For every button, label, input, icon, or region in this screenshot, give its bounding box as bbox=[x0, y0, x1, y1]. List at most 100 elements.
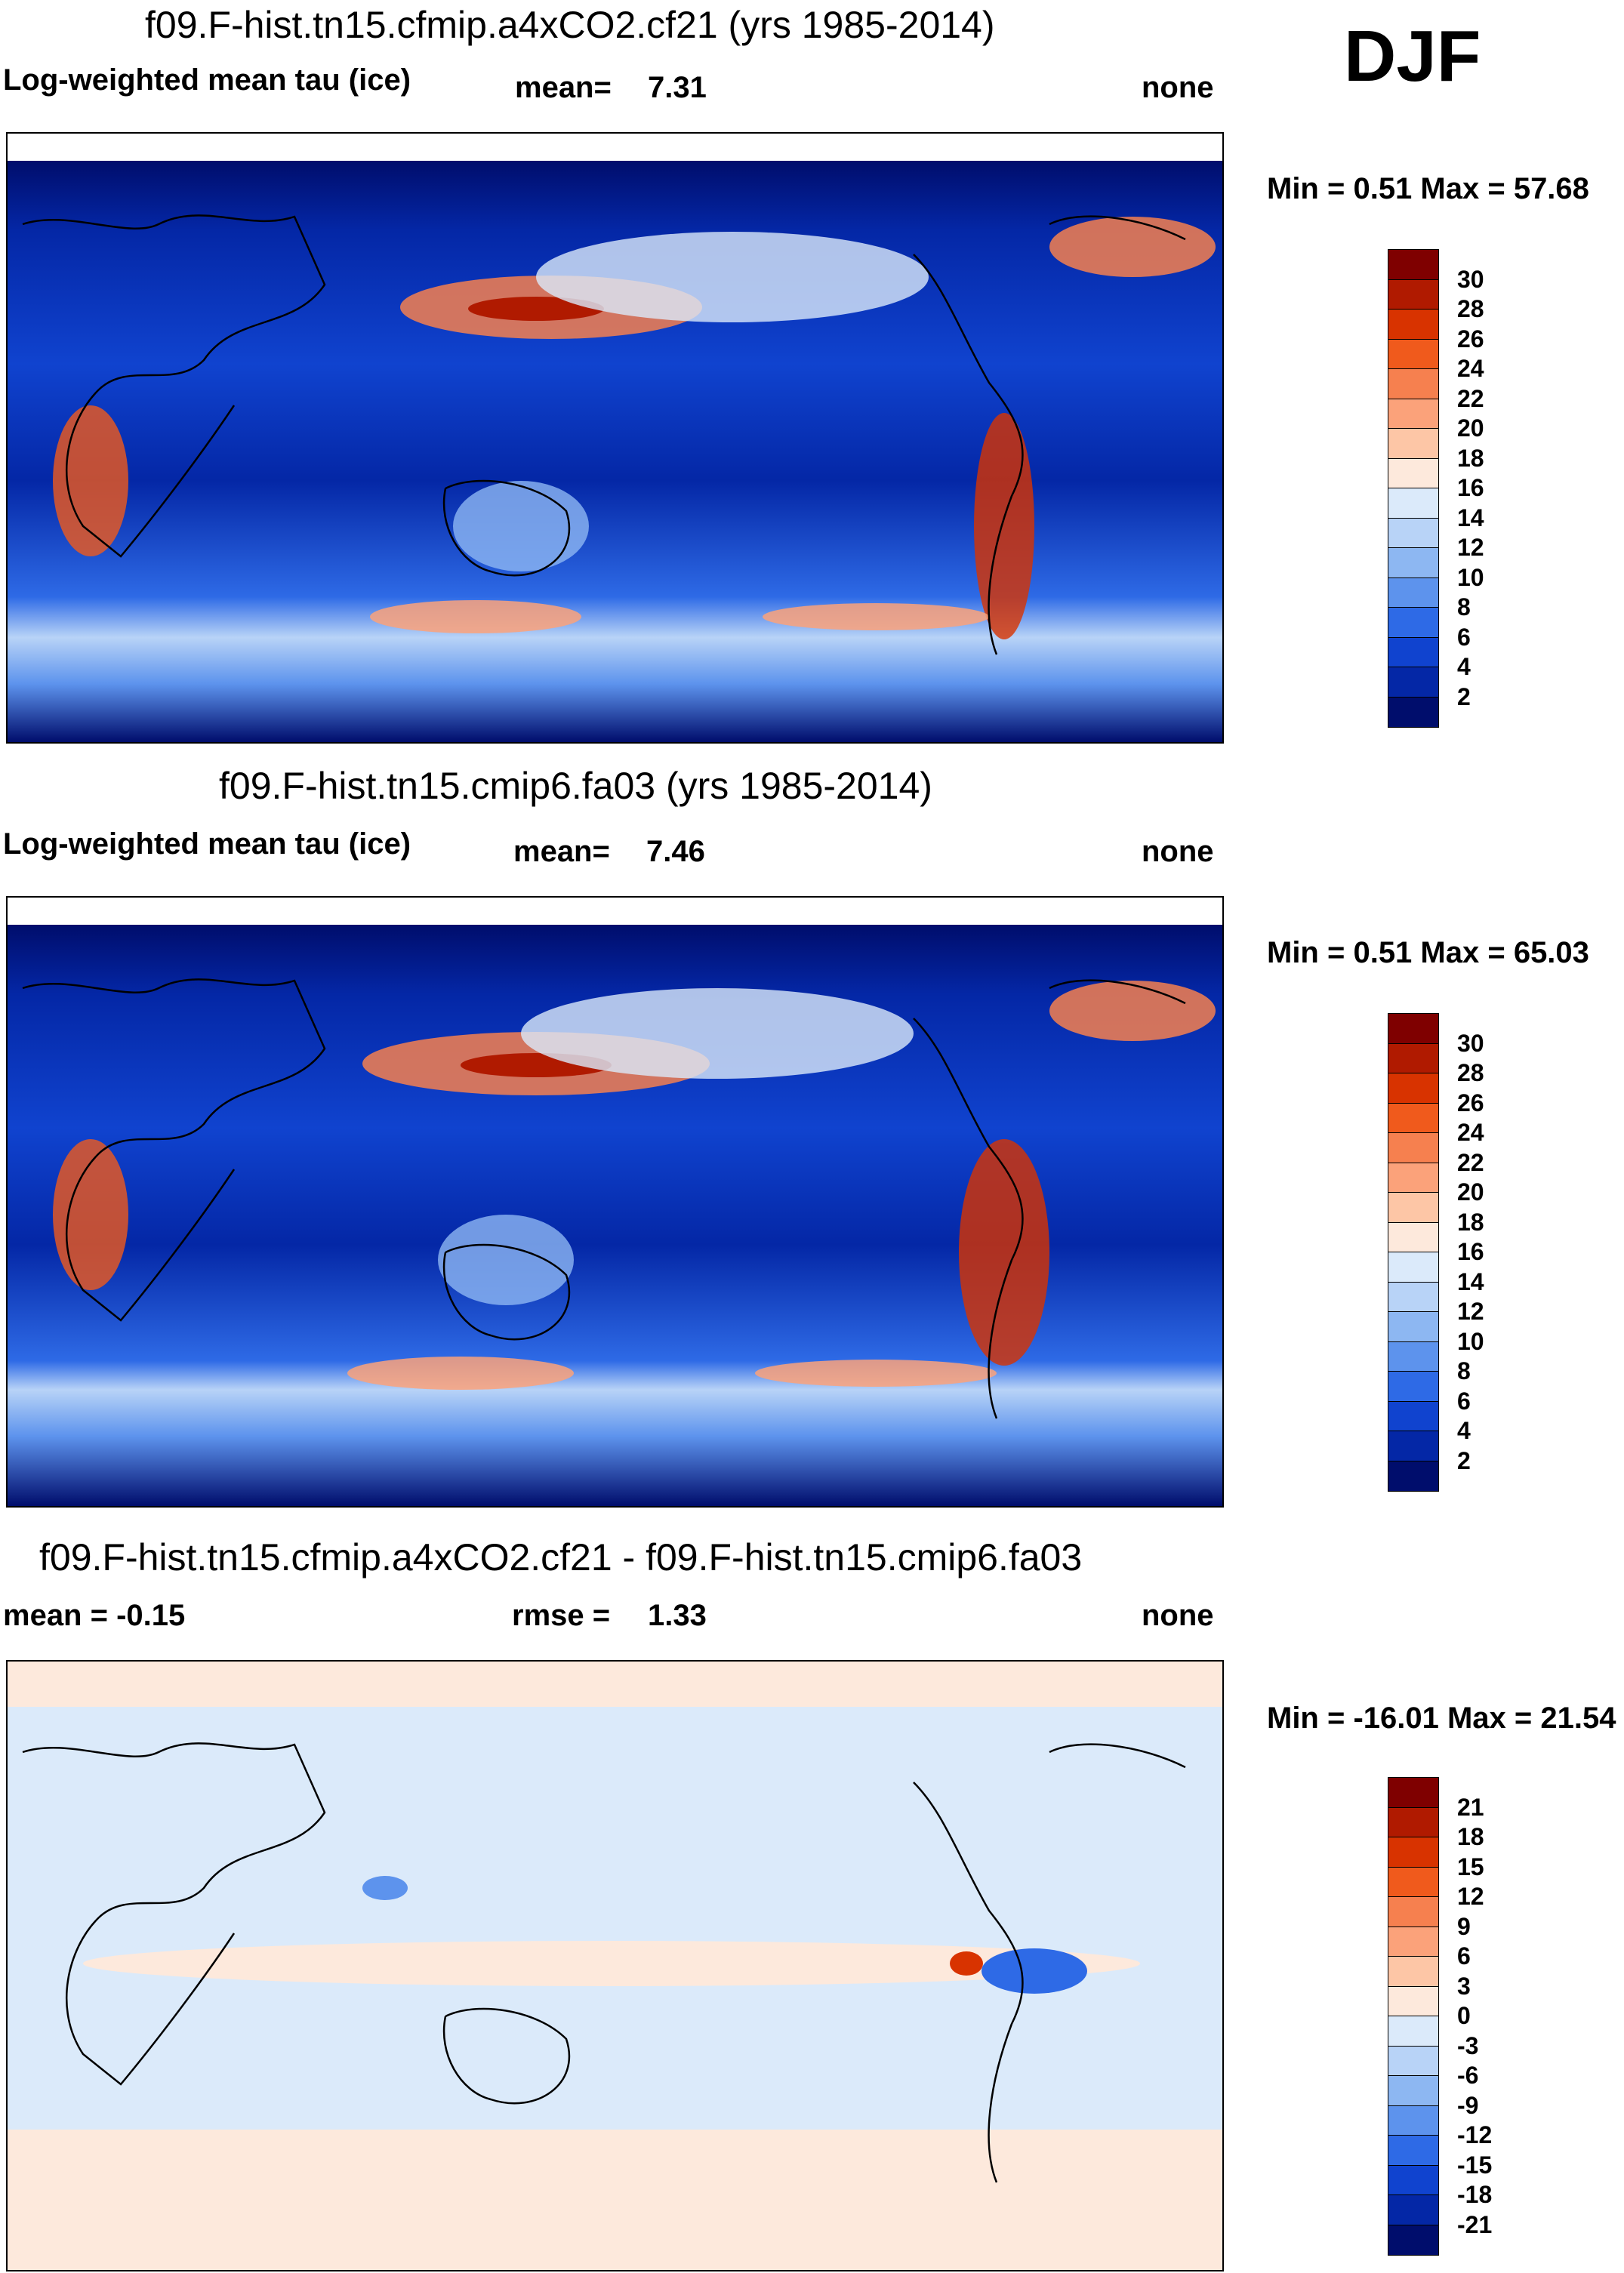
panel-3-colorbar-tick-label: 3 bbox=[1457, 1972, 1471, 2000]
panel-3-coastlines bbox=[22, 1742, 1186, 2183]
panel-1-colorbar-tick-label: 6 bbox=[1457, 623, 1471, 651]
season-label: DJF bbox=[1344, 16, 1481, 97]
panel-3-colorbar-cell bbox=[1388, 2075, 1439, 2106]
panel-1-colorbar-cell bbox=[1388, 428, 1439, 459]
panel-2-colorbar-tick-label: 26 bbox=[1457, 1089, 1484, 1116]
panel-2-map bbox=[6, 896, 1224, 1508]
panel-3-colorbar-tick-label: -3 bbox=[1457, 2031, 1479, 2059]
panel-1-colorbar-cell bbox=[1388, 398, 1439, 429]
panel-3-amazon-negative bbox=[981, 1948, 1087, 1994]
panel-2-title: f09.F-hist.tn15.cmip6.fa03 (yrs 1985-201… bbox=[219, 765, 932, 807]
panel-3-colorbar-tick-label: 9 bbox=[1457, 1912, 1471, 1940]
panel-2-coastlines bbox=[22, 978, 1186, 1419]
panel-2-colorbar-tick-label: 2 bbox=[1457, 1446, 1471, 1474]
panel-1-colorbar-cell bbox=[1388, 607, 1439, 638]
panel-1-colorbar-cell bbox=[1388, 309, 1439, 340]
panel-1-colorbar-tick-label: 18 bbox=[1457, 444, 1484, 472]
panel-1-colorbar-cell bbox=[1388, 279, 1439, 310]
panel-3-colorbar-tick-label: 12 bbox=[1457, 1883, 1484, 1910]
panel-3-colorbar-tick-label: -18 bbox=[1457, 2181, 1493, 2208]
panel-2-southern-ocean-band-2 bbox=[755, 1360, 997, 1387]
panel-2-colorbar-tick-label: 24 bbox=[1457, 1119, 1484, 1146]
panel-1-colorbar-tick-label: 12 bbox=[1457, 534, 1484, 561]
panel-1-colorbar-cell bbox=[1388, 547, 1439, 578]
panel-2-colorbar-tick-label: 22 bbox=[1457, 1148, 1484, 1176]
panel-1-map bbox=[6, 132, 1224, 744]
panel-3-map bbox=[6, 1660, 1224, 2271]
panel-2-colorbar-cell bbox=[1388, 1460, 1439, 1492]
panel-2-colorbar-cell bbox=[1388, 1013, 1439, 1044]
panel-1-australia bbox=[453, 481, 589, 571]
panel-2-colorbar-tick-label: 12 bbox=[1457, 1298, 1484, 1325]
panel-2-colorbar-cell bbox=[1388, 1431, 1439, 1461]
panel-3-northern-positive-band bbox=[8, 1662, 1222, 1707]
panel-3-colorbar-cell bbox=[1388, 1896, 1439, 1927]
panel-2-colorbar-cell bbox=[1388, 1252, 1439, 1283]
panel-3-minmax: Min = -16.01 Max = 21.54 bbox=[1267, 1702, 1616, 1735]
panel-3-colorbar-cell bbox=[1388, 2224, 1439, 2256]
panel-3-colorbar-tick-label: -9 bbox=[1457, 2091, 1479, 2119]
panel-1-colorbar-cell bbox=[1388, 249, 1439, 280]
panel-1-colorbar-cell bbox=[1388, 457, 1439, 488]
panel-3-units-label: none bbox=[1142, 1599, 1214, 1632]
panel-2-colorbar-tick-label: 10 bbox=[1457, 1327, 1484, 1355]
panel-3-colorbar-tick-label: -12 bbox=[1457, 2121, 1493, 2148]
panel-2-colorbar-cell bbox=[1388, 1192, 1439, 1223]
panel-1-colorbar-tick-label: 26 bbox=[1457, 325, 1484, 353]
panel-3-colorbar-cell bbox=[1388, 2135, 1439, 2166]
panel-1-nw-pacific-core bbox=[468, 297, 604, 321]
panel-3-colorbar-tick-label: -6 bbox=[1457, 2062, 1479, 2089]
panel-1-colorbar-cell bbox=[1388, 338, 1439, 369]
panel-3-colorbar-cell bbox=[1388, 1866, 1439, 1897]
panel-1-colorbar-cell bbox=[1388, 517, 1439, 548]
panel-2-colorbar-cell bbox=[1388, 1341, 1439, 1372]
panel-2-colorbar-cell bbox=[1388, 1371, 1439, 1402]
panel-2-colorbar-cell bbox=[1388, 1311, 1439, 1342]
panel-3-colorbar-cell bbox=[1388, 2164, 1439, 2195]
panel-2-colorbar-cell bbox=[1388, 1043, 1439, 1073]
panel-1-colorbar-tick-label: 28 bbox=[1457, 295, 1484, 322]
panel-2-colorbar-cell bbox=[1388, 1102, 1439, 1133]
panel-2-colorbar-tick-label: 20 bbox=[1457, 1178, 1484, 1206]
panel-2-mean-label: mean= bbox=[513, 835, 610, 868]
panel-1-colorbar-cell bbox=[1388, 696, 1439, 728]
panel-2-colorbar bbox=[1388, 1013, 1439, 1492]
panel-2-north-pacific-band bbox=[521, 988, 914, 1079]
panel-1-north-pacific-band bbox=[536, 232, 929, 322]
panel-2-colorbar-cell bbox=[1388, 1132, 1439, 1163]
panel-3-tropical-positive-band bbox=[83, 1941, 1140, 1986]
panel-3-colorbar-tick-label: -21 bbox=[1457, 2210, 1493, 2238]
panel-2-colorbar-cell bbox=[1388, 1281, 1439, 1312]
panel-2-colorbar-tick-label: 18 bbox=[1457, 1208, 1484, 1236]
panel-1-title: f09.F-hist.tn15.cfmip.a4xCO2.cf21 (yrs 1… bbox=[145, 4, 995, 46]
panel-3-china-negative bbox=[362, 1876, 408, 1900]
panel-3-colorbar-cell bbox=[1388, 1926, 1439, 1957]
panel-3-colorbar-cell bbox=[1388, 1777, 1439, 1808]
panel-1-colorbar-tick-label: 22 bbox=[1457, 384, 1484, 412]
panel-3-rmse-label: rmse = bbox=[512, 1599, 611, 1632]
panel-3-amazon-positive bbox=[950, 1951, 983, 1976]
panel-1-colorbar bbox=[1388, 249, 1439, 728]
panel-1-colorbar-tick-label: 14 bbox=[1457, 504, 1484, 531]
panel-1-southern-ocean-band-1 bbox=[370, 600, 581, 633]
panel-2-units-label: none bbox=[1142, 835, 1214, 868]
panel-3-colorbar-tick-label: 21 bbox=[1457, 1793, 1484, 1821]
panel-1-colorbar-tick-label: 16 bbox=[1457, 474, 1484, 501]
panel-1-colorbar-tick-label: 30 bbox=[1457, 265, 1484, 293]
panel-2-mean-value: 7.46 bbox=[646, 835, 705, 868]
panel-3-colorbar-tick-label: 0 bbox=[1457, 2002, 1471, 2029]
panel-1-colorbar-cell bbox=[1388, 368, 1439, 399]
panel-3-colorbar-tick-label: -15 bbox=[1457, 2151, 1493, 2179]
panel-1-variable-label: Log-weighted mean tau (ice) bbox=[3, 63, 411, 97]
panel-3-colorbar-cell bbox=[1388, 2105, 1439, 2136]
panel-3-colorbar-cell bbox=[1388, 1956, 1439, 1987]
panel-2-colorbar-cell bbox=[1388, 1073, 1439, 1104]
panel-2-southern-ocean-band-1 bbox=[347, 1357, 574, 1390]
panel-1-colorbar-tick-label: 4 bbox=[1457, 653, 1471, 680]
panel-2-colorbar-tick-label: 16 bbox=[1457, 1238, 1484, 1265]
panel-1-coastlines bbox=[22, 214, 1186, 655]
panel-1-colorbar-tick-label: 10 bbox=[1457, 563, 1484, 591]
panel-1-south-america-max bbox=[974, 413, 1034, 639]
panel-2-colorbar-tick-label: 28 bbox=[1457, 1059, 1484, 1086]
panel-2-variable-label: Log-weighted mean tau (ice) bbox=[3, 827, 411, 861]
